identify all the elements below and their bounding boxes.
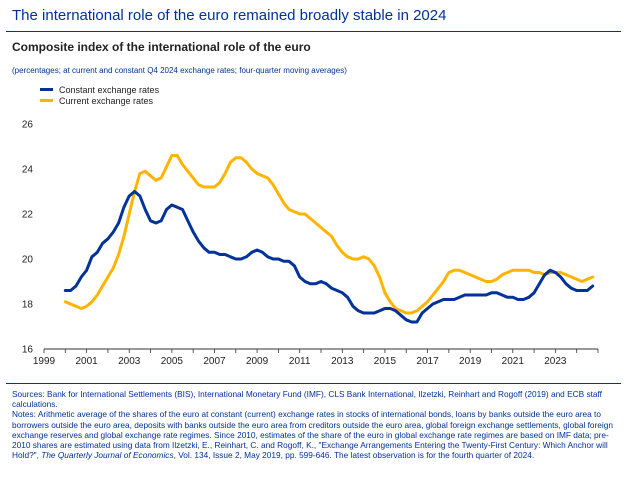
- x-tick-label: 2019: [459, 356, 482, 367]
- legend-swatch-constant: [40, 88, 53, 91]
- legend-label-current: Current exchange rates: [59, 95, 154, 106]
- x-tick-label: 2007: [203, 356, 226, 367]
- series-line-current: [63, 154, 595, 315]
- notes-body: Notes: Arithmetic average of the shares …: [12, 409, 613, 461]
- citation-journal: The Quarterly Journal of Economics: [41, 450, 174, 461]
- x-axis: 1999 2001 2003 2005 2007 2009 2011 2013 2015 2017…: [33, 348, 599, 367]
- y-tick-label: 26: [22, 120, 34, 131]
- x-tick-label: 2023: [544, 356, 567, 367]
- legend-item-constant: Constant exchange rates: [40, 84, 159, 95]
- footer-divider: [6, 383, 621, 384]
- notes-text: Notes: Arithmetic average of the shares …: [12, 409, 618, 460]
- legend-item-current: Current exchange rates: [40, 95, 159, 106]
- legend-label-constant: Constant exchange rates: [59, 84, 160, 95]
- line-chart: 16 18 20 22 24 26 1999 2001 2003 2005 2007 2009 201…: [22, 120, 599, 367]
- chart-title: Composite index of the international rol…: [12, 40, 311, 54]
- citation-rest: , Vol. 134, Issue 2, May 2019, pp. 599-6…: [173, 450, 535, 461]
- y-axis: 16 18 20 22 24 26: [22, 120, 34, 356]
- x-tick-label: 2021: [502, 356, 525, 367]
- x-tick-label: 2001: [75, 356, 98, 367]
- series-line-constant: [63, 190, 595, 324]
- title-divider: [6, 31, 621, 32]
- units-note: (percentages; at current and constant Q4…: [12, 66, 347, 75]
- x-tick-label: 2013: [331, 356, 354, 367]
- footer-notes: Sources: Bank for International Settleme…: [12, 389, 618, 460]
- y-tick-label: 18: [22, 300, 34, 311]
- x-tick-label: 2017: [416, 356, 439, 367]
- legend-swatch-current: [40, 99, 53, 102]
- sources-text: Sources: Bank for International Settleme…: [12, 389, 602, 410]
- chart-legend: Constant exchange rates Current exchange…: [40, 84, 159, 106]
- x-tick-label: 2011: [289, 356, 311, 367]
- series-lines: [63, 154, 595, 324]
- x-tick-label: 2009: [246, 356, 269, 367]
- y-tick-label: 16: [22, 345, 34, 356]
- x-tick-label: 2015: [374, 356, 397, 367]
- x-tick-label: 2003: [118, 356, 141, 367]
- y-tick-label: 22: [22, 210, 34, 221]
- x-tick-label: 2005: [161, 356, 184, 367]
- y-tick-label: 20: [22, 255, 34, 266]
- x-tick-label: 1999: [33, 356, 56, 367]
- y-tick-label: 24: [22, 165, 34, 176]
- page-title: The international role of the euro remai…: [12, 7, 447, 24]
